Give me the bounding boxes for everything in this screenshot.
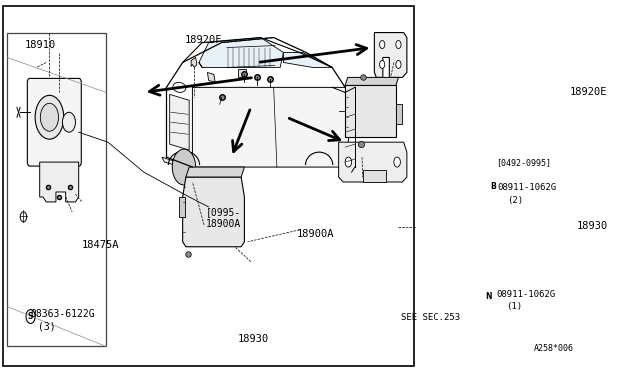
- Text: B: B: [490, 183, 495, 192]
- Bar: [364, 170, 386, 182]
- Bar: [7, 33, 106, 346]
- Text: 18910: 18910: [25, 39, 56, 49]
- Polygon shape: [345, 77, 399, 86]
- Circle shape: [63, 112, 76, 132]
- Circle shape: [172, 149, 196, 185]
- Circle shape: [488, 180, 497, 194]
- Polygon shape: [186, 167, 244, 177]
- Text: (3): (3): [38, 321, 56, 331]
- FancyBboxPatch shape: [28, 78, 81, 166]
- Polygon shape: [191, 58, 197, 67]
- Bar: [179, 197, 184, 217]
- Ellipse shape: [173, 82, 186, 92]
- Circle shape: [396, 41, 401, 48]
- Text: [0492-0995]: [0492-0995]: [497, 158, 552, 167]
- Polygon shape: [182, 177, 244, 247]
- Text: (1): (1): [506, 302, 522, 311]
- Text: 18930: 18930: [238, 334, 269, 344]
- Polygon shape: [374, 33, 407, 77]
- Polygon shape: [193, 87, 355, 167]
- Bar: [396, 104, 403, 124]
- Text: 08911-1062G: 08911-1062G: [496, 290, 555, 299]
- Bar: [488, 154, 559, 172]
- Text: 18475A: 18475A: [82, 240, 120, 250]
- Text: 18930: 18930: [577, 221, 609, 231]
- Text: [0995-: [0995-: [206, 207, 241, 217]
- Circle shape: [35, 95, 64, 139]
- Circle shape: [345, 157, 351, 167]
- Text: 08363-6122G: 08363-6122G: [31, 308, 95, 318]
- Polygon shape: [170, 94, 189, 150]
- Polygon shape: [40, 162, 79, 202]
- Bar: [345, 86, 396, 137]
- Text: (2): (2): [508, 196, 524, 205]
- Polygon shape: [339, 142, 407, 182]
- Circle shape: [380, 41, 385, 48]
- Circle shape: [484, 290, 493, 304]
- Polygon shape: [199, 38, 284, 67]
- Bar: [238, 70, 246, 77]
- Circle shape: [40, 103, 58, 131]
- Circle shape: [394, 157, 401, 167]
- Circle shape: [380, 61, 385, 68]
- Text: 18920F: 18920F: [184, 35, 222, 45]
- Text: 18900A: 18900A: [206, 219, 241, 229]
- Polygon shape: [162, 157, 199, 172]
- Text: A258*006: A258*006: [534, 344, 573, 353]
- Polygon shape: [284, 52, 332, 67]
- Circle shape: [396, 61, 401, 68]
- Text: 18900A: 18900A: [296, 229, 334, 239]
- Text: 18920E: 18920E: [570, 87, 607, 97]
- Text: S: S: [28, 312, 33, 321]
- Text: SEE SEC.253: SEE SEC.253: [401, 313, 460, 322]
- Circle shape: [26, 310, 35, 324]
- Polygon shape: [207, 73, 215, 82]
- Circle shape: [20, 212, 27, 222]
- Text: N: N: [485, 292, 492, 301]
- Text: 08911-1062G: 08911-1062G: [497, 183, 556, 192]
